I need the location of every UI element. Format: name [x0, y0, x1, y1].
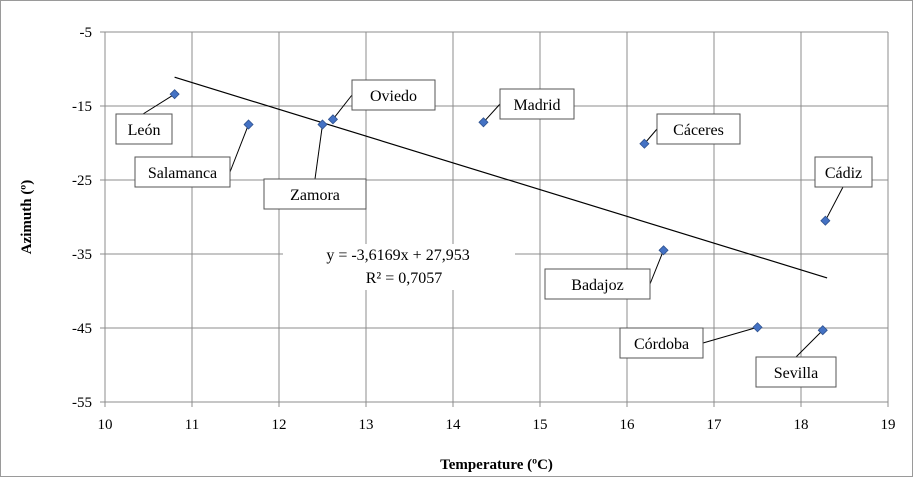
equation-background	[283, 244, 515, 290]
data-label-cordoba: Córdoba	[634, 336, 689, 353]
callout-box-madrid	[499, 88, 575, 120]
callout-box-oviedo	[351, 79, 436, 111]
data-point-madrid	[478, 117, 489, 128]
leader-line-zamora	[314, 124, 323, 180]
y-tick-label: -55	[72, 395, 92, 411]
callout-box-zamora	[263, 178, 367, 210]
leader-line-madrid	[483, 103, 501, 123]
x-tick-label: 11	[185, 417, 199, 433]
trendline-group	[174, 76, 828, 279]
data-points	[169, 89, 831, 336]
trendline-equation-text: y = -3,6169x + 27,953	[326, 247, 469, 264]
x-tick-label: 15	[533, 417, 548, 433]
axes: 10 11 12 13 14 15 16 17 18 19 -5 -15 -25 -35 -45 -55	[72, 25, 896, 433]
leader-line-salamanca	[229, 124, 250, 173]
y-tick-label: -35	[72, 247, 92, 263]
data-point-sevilla	[817, 325, 828, 336]
x-tick-label: 19	[881, 417, 896, 433]
data-point-zamora	[317, 119, 328, 130]
data-point-cadiz	[820, 215, 831, 226]
callouts: León Salamanca Zamora Oviedo Madrid Cáceres Cá…	[115, 79, 873, 388]
y-tick-label: -45	[72, 321, 92, 337]
x-tick-label: 18	[794, 417, 809, 433]
x-tick-label: 16	[620, 417, 636, 433]
data-label-caceres: Cáceres	[673, 122, 724, 139]
x-axis-title: Temperature (ºC)	[440, 457, 553, 473]
y-tick-label: -5	[80, 25, 93, 41]
leader-line-cordoba	[702, 326, 758, 344]
x-tick-label: 12	[272, 417, 287, 433]
data-point-caceres	[639, 138, 650, 149]
x-tick-label: 10	[98, 417, 113, 433]
trendline	[174, 76, 828, 279]
data-point-salamanca	[243, 119, 254, 130]
x-tick-label: 14	[446, 417, 462, 433]
callout-box-badajoz	[544, 268, 651, 300]
data-label-badajoz: Badajoz	[571, 277, 623, 294]
data-label-oviedo: Oviedo	[370, 88, 417, 105]
leader-line-leon	[142, 93, 175, 115]
data-point-leon	[169, 89, 180, 100]
callout-box-leon	[115, 113, 173, 145]
callout-box-caceres	[656, 113, 741, 145]
data-point-cordoba	[752, 322, 763, 333]
x-tick-label: 17	[707, 417, 723, 433]
leader-line-sevilla	[795, 329, 824, 358]
callout-box-salamanca	[134, 156, 231, 188]
leader-line-oviedo	[332, 94, 353, 120]
data-point-oviedo	[327, 114, 339, 125]
x-tick-label: 13	[359, 417, 374, 433]
data-label-leon: León	[128, 122, 161, 139]
data-label-madrid: Madrid	[513, 97, 560, 114]
trendline-r-squared-text: R² = 0,7057	[366, 270, 443, 287]
callout-box-cordoba	[619, 327, 704, 359]
data-label-salamanca: Salamanca	[148, 165, 217, 182]
callout-box-sevilla	[755, 356, 837, 388]
data-label-zamora: Zamora	[290, 187, 340, 204]
leader-line-badajoz	[649, 250, 665, 285]
data-label-sevilla: Sevilla	[774, 365, 818, 382]
data-label-cadiz: Cádiz	[825, 165, 862, 182]
trendline-equation: y = -3,6169x + 27,953 R² = 0,7057	[283, 244, 515, 290]
callout-box-cadiz	[814, 156, 873, 188]
y-tick-label: -25	[72, 173, 92, 189]
data-point-badajoz	[658, 245, 669, 256]
leader-line-cadiz	[824, 186, 844, 221]
y-axis-title: Azimuth (º)	[19, 180, 35, 255]
y-tick-label: -15	[72, 99, 92, 115]
